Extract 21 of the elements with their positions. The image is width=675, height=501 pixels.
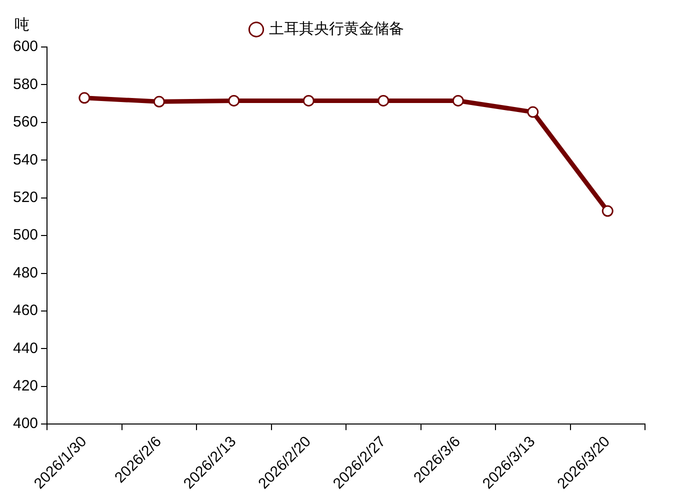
point (452, 94, 464, 106)
y-tick-label: 480 (12, 264, 38, 282)
point (302, 94, 314, 106)
y-tick-label: 520 (12, 188, 38, 206)
y-tick-label: 560 (12, 114, 38, 131)
point (602, 205, 614, 217)
y-tick-label: 420 (12, 378, 38, 395)
y-tick-label: 600 (12, 38, 38, 56)
point (378, 94, 390, 106)
point (153, 96, 165, 108)
legend-label: 土耳其央行黄金储备 (268, 20, 404, 38)
y-tick-label: 400 (12, 415, 38, 432)
point (228, 94, 240, 106)
y-tick-label: 440 (12, 340, 38, 357)
y-tick-label: 500 (12, 226, 38, 244)
point (78, 92, 90, 104)
point (527, 106, 539, 118)
y-tick-label: 580 (12, 76, 38, 93)
y-axis-title: 吨 (14, 16, 30, 34)
y-tick-label: 460 (12, 302, 38, 320)
y-tick-label: 540 (12, 151, 38, 168)
